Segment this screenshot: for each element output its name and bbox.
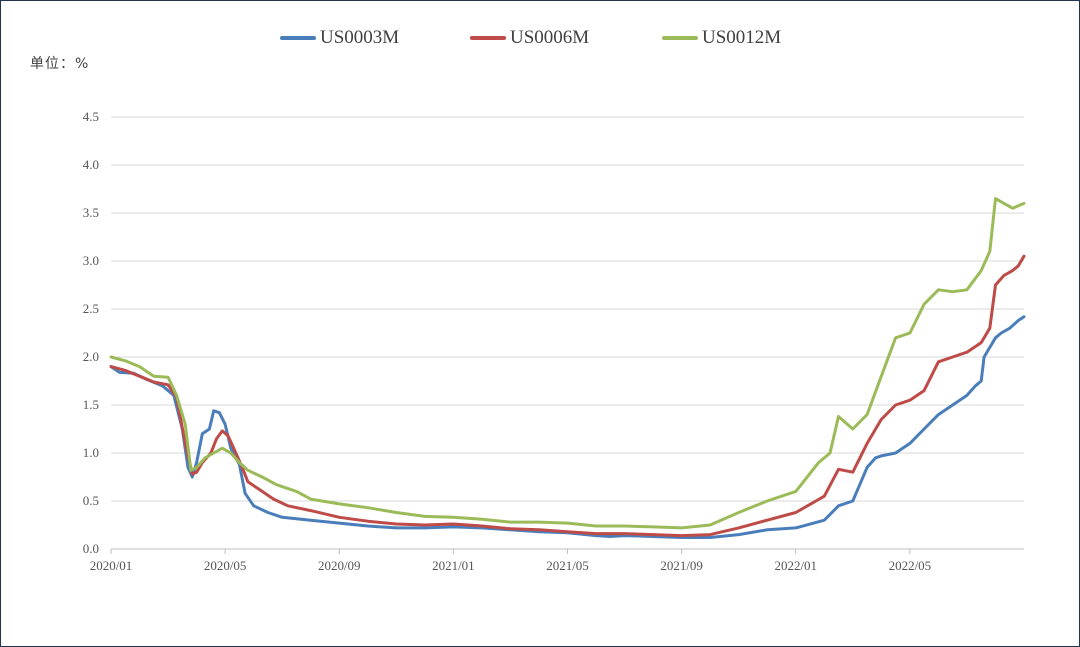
x-tick-label: 2020/09	[318, 558, 361, 573]
x-tick-label: 2021/05	[546, 558, 589, 573]
legend-label-us0012m: US0012M	[702, 27, 782, 48]
series-line-us0006m	[109, 254, 1026, 538]
series-line-us0003m	[109, 315, 1026, 539]
x-tick-label: 2021/01	[432, 558, 475, 573]
legend-label-us0003m: US0003M	[320, 27, 400, 48]
legend-label-us0006m: US0006M	[510, 27, 590, 48]
x-tick-label: 2022/05	[889, 558, 932, 573]
y-tick-label: 1.0	[83, 445, 99, 460]
gridlines	[111, 116, 1024, 502]
legend-swatch-us0003m	[280, 36, 316, 40]
x-tick-label: 2020/05	[204, 558, 247, 573]
y-tick-label: 2.5	[83, 301, 99, 316]
series-line-us0012m	[109, 197, 1026, 530]
y-tick-label: 4.5	[83, 109, 99, 124]
legend-swatch-us0012m	[662, 36, 698, 40]
series-lines	[109, 197, 1026, 539]
y-tick-label: 2.0	[83, 349, 99, 364]
x-tick-label: 2021/09	[660, 558, 703, 573]
y-axis: 0.0 0.5 1.0 1.5 2.0 2.5 3.0 3.5 4.0 4.5	[83, 109, 99, 556]
legend-item-us0012m: US0012M	[662, 27, 781, 49]
y-tick-label: 4.0	[83, 157, 99, 172]
unit-label: 单位：%	[30, 56, 90, 72]
y-tick-label: 3.5	[83, 205, 99, 220]
x-axis: 2020/01 2020/05 2020/09 2021/01 2021/05 2021/…	[90, 548, 1024, 573]
legend-item-us0006m: US0006M	[470, 27, 589, 49]
y-tick-label: 0.5	[83, 493, 99, 508]
y-tick-label: 3.0	[83, 253, 99, 268]
x-tick-label: 2020/01	[90, 558, 133, 573]
y-tick-label: 0.0	[83, 541, 99, 556]
y-tick-label: 1.5	[83, 397, 99, 412]
legend-swatch-us0006m	[470, 36, 506, 40]
legend-item-us0003m: US0003M	[280, 27, 399, 49]
legend: US0003M US0006M US0012M	[0, 27, 1080, 51]
x-tick-label: 2022/01	[774, 558, 817, 573]
